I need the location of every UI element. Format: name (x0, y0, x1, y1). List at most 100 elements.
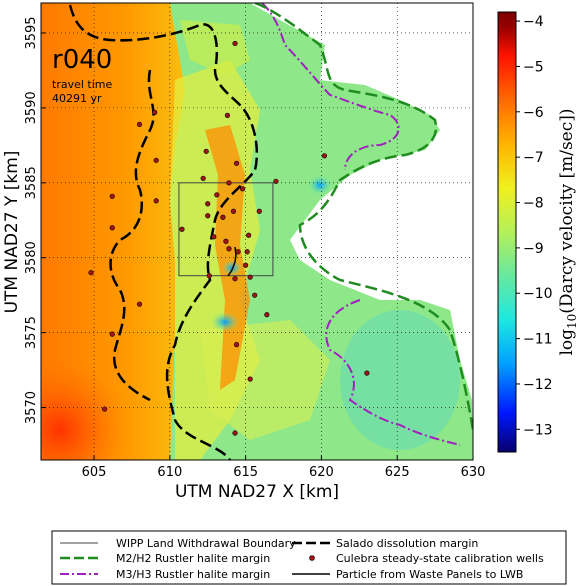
legend-label-particle: Particle from Waste Panels to LWB (336, 568, 523, 581)
x-tick-label: 625 (385, 465, 410, 480)
y-tick-label: 3580 (24, 241, 39, 274)
legend-label-m3h3: M3/H3 Rustler halite margin (116, 568, 270, 581)
colorbar-tick-label: −9 (523, 241, 544, 257)
x-axis-label: UTM NAD27 X [km] (175, 482, 339, 502)
legend-item-salado: Salado dissolution margin (292, 537, 478, 550)
legend-label-wipp: WIPP Land Withdrawal Boundary (116, 537, 296, 550)
x-tick-label: 615 (233, 465, 258, 480)
x-tick-label: 620 (309, 465, 334, 480)
legend-label-salado: Salado dissolution margin (336, 537, 478, 550)
colorbar-tick-label: −5 (523, 59, 544, 75)
well-marker (240, 186, 246, 192)
well-marker (321, 153, 328, 159)
colorbar-label-log: log (557, 329, 577, 356)
colorbar-tick-label: −4 (523, 14, 544, 30)
y-tick-label: 3595 (24, 16, 39, 49)
well-marker (179, 226, 185, 232)
calibration-wells (88, 40, 370, 436)
colorbar-label-sub: 10 (565, 314, 579, 329)
colorbar-tick-label: −7 (523, 150, 544, 166)
travel-time-label: travel time (52, 78, 112, 91)
well-marker (252, 292, 258, 298)
well-marker (206, 273, 212, 279)
y-axis-ticks: 3570 3575 3580 3585 3590 3595 (24, 16, 46, 424)
well-marker (264, 312, 270, 318)
m3h3-margin-line (261, 3, 461, 446)
well-marker (246, 232, 252, 238)
realization-label: r040 (52, 45, 112, 75)
colorbar (497, 11, 517, 453)
well-marker (109, 331, 115, 337)
x-axis-ticks: 605 610 615 620 625 630 (82, 455, 486, 480)
x-tick-label: 605 (82, 465, 107, 480)
colorbar-ticks: −4 −5 −6 −7 −8 −9 −10 −11 −12 −13 (516, 14, 553, 438)
well-marker (109, 193, 115, 199)
well-marker (223, 238, 229, 244)
well-marker (244, 249, 250, 255)
legend-item-m2h2: M2/H2 Rustler halite margin (60, 552, 270, 565)
legend-label-wells: Culebra steady-state calibration wells (336, 552, 544, 565)
well-marker (211, 234, 217, 240)
legend-item-wells: Culebra steady-state calibration wells (309, 552, 544, 565)
west-high-velocity-zone (41, 3, 200, 460)
well-marker (256, 208, 262, 214)
well-marker (153, 198, 159, 204)
y-tick-label: 3570 (24, 391, 39, 424)
well-marker (233, 342, 240, 348)
blue-spot-west (211, 312, 239, 332)
well-marker (273, 178, 279, 184)
x-tick-label: 610 (157, 465, 182, 480)
well-marker (214, 192, 220, 198)
legend-item-particle: Particle from Waste Panels to LWB (292, 568, 523, 581)
colorbar-label-rest: (Darcy velocity [m/sec]) (557, 108, 577, 313)
well-marker (232, 430, 238, 436)
blue-spot-east (308, 175, 332, 195)
colorbar-tick-label: −12 (523, 377, 553, 393)
travel-time-value: 40291 yr (52, 92, 102, 105)
salado-margin-line-west (109, 69, 155, 402)
well-marker (232, 276, 238, 282)
legend-box (51, 530, 567, 585)
well-marker (205, 213, 211, 219)
well-marker (226, 246, 232, 252)
x-tick-label: 630 (461, 465, 486, 480)
plot-frame (40, 2, 474, 461)
well-marker (102, 406, 108, 412)
well-marker (152, 109, 158, 115)
map-plot-area (41, 3, 473, 460)
m2h2-margin-line (254, 3, 473, 431)
colorbar-tick-label: −10 (523, 286, 553, 302)
well-marker (136, 301, 143, 307)
well-marker (224, 112, 231, 118)
legend-well-marker (309, 555, 315, 561)
well-marker (203, 148, 209, 154)
well-marker (200, 175, 206, 181)
southwest-red-zone (41, 360, 130, 460)
well-marker (88, 270, 94, 276)
well-marker (205, 201, 211, 207)
well-marker (153, 157, 159, 163)
well-marker (232, 40, 238, 47)
legend-label-m2h2: M2/H2 Rustler halite margin (116, 552, 270, 565)
salado-margin-line (68, 4, 259, 460)
well-marker (109, 225, 115, 231)
colorbar-tick-label: −11 (523, 332, 553, 348)
wipp-boundary-box (178, 182, 274, 277)
well-marker (136, 121, 143, 127)
colorbar-tick-label: −6 (523, 105, 544, 121)
well-marker (247, 274, 253, 280)
well-marker (233, 160, 240, 166)
y-tick-label: 3590 (24, 91, 39, 124)
well-marker (247, 376, 253, 382)
well-marker (220, 214, 226, 220)
well-marker (230, 208, 237, 214)
colorbar-tick-label: −8 (523, 196, 544, 212)
well-marker (235, 249, 241, 255)
north-yellow-zone (180, 20, 250, 75)
colorbar-tick-label: −13 (523, 422, 553, 438)
legend-item-wipp: WIPP Land Withdrawal Boundary (60, 537, 296, 550)
y-axis-label: UTM NAD27 Y [km] (2, 151, 22, 314)
well-marker (226, 180, 232, 186)
well-marker (243, 262, 249, 268)
